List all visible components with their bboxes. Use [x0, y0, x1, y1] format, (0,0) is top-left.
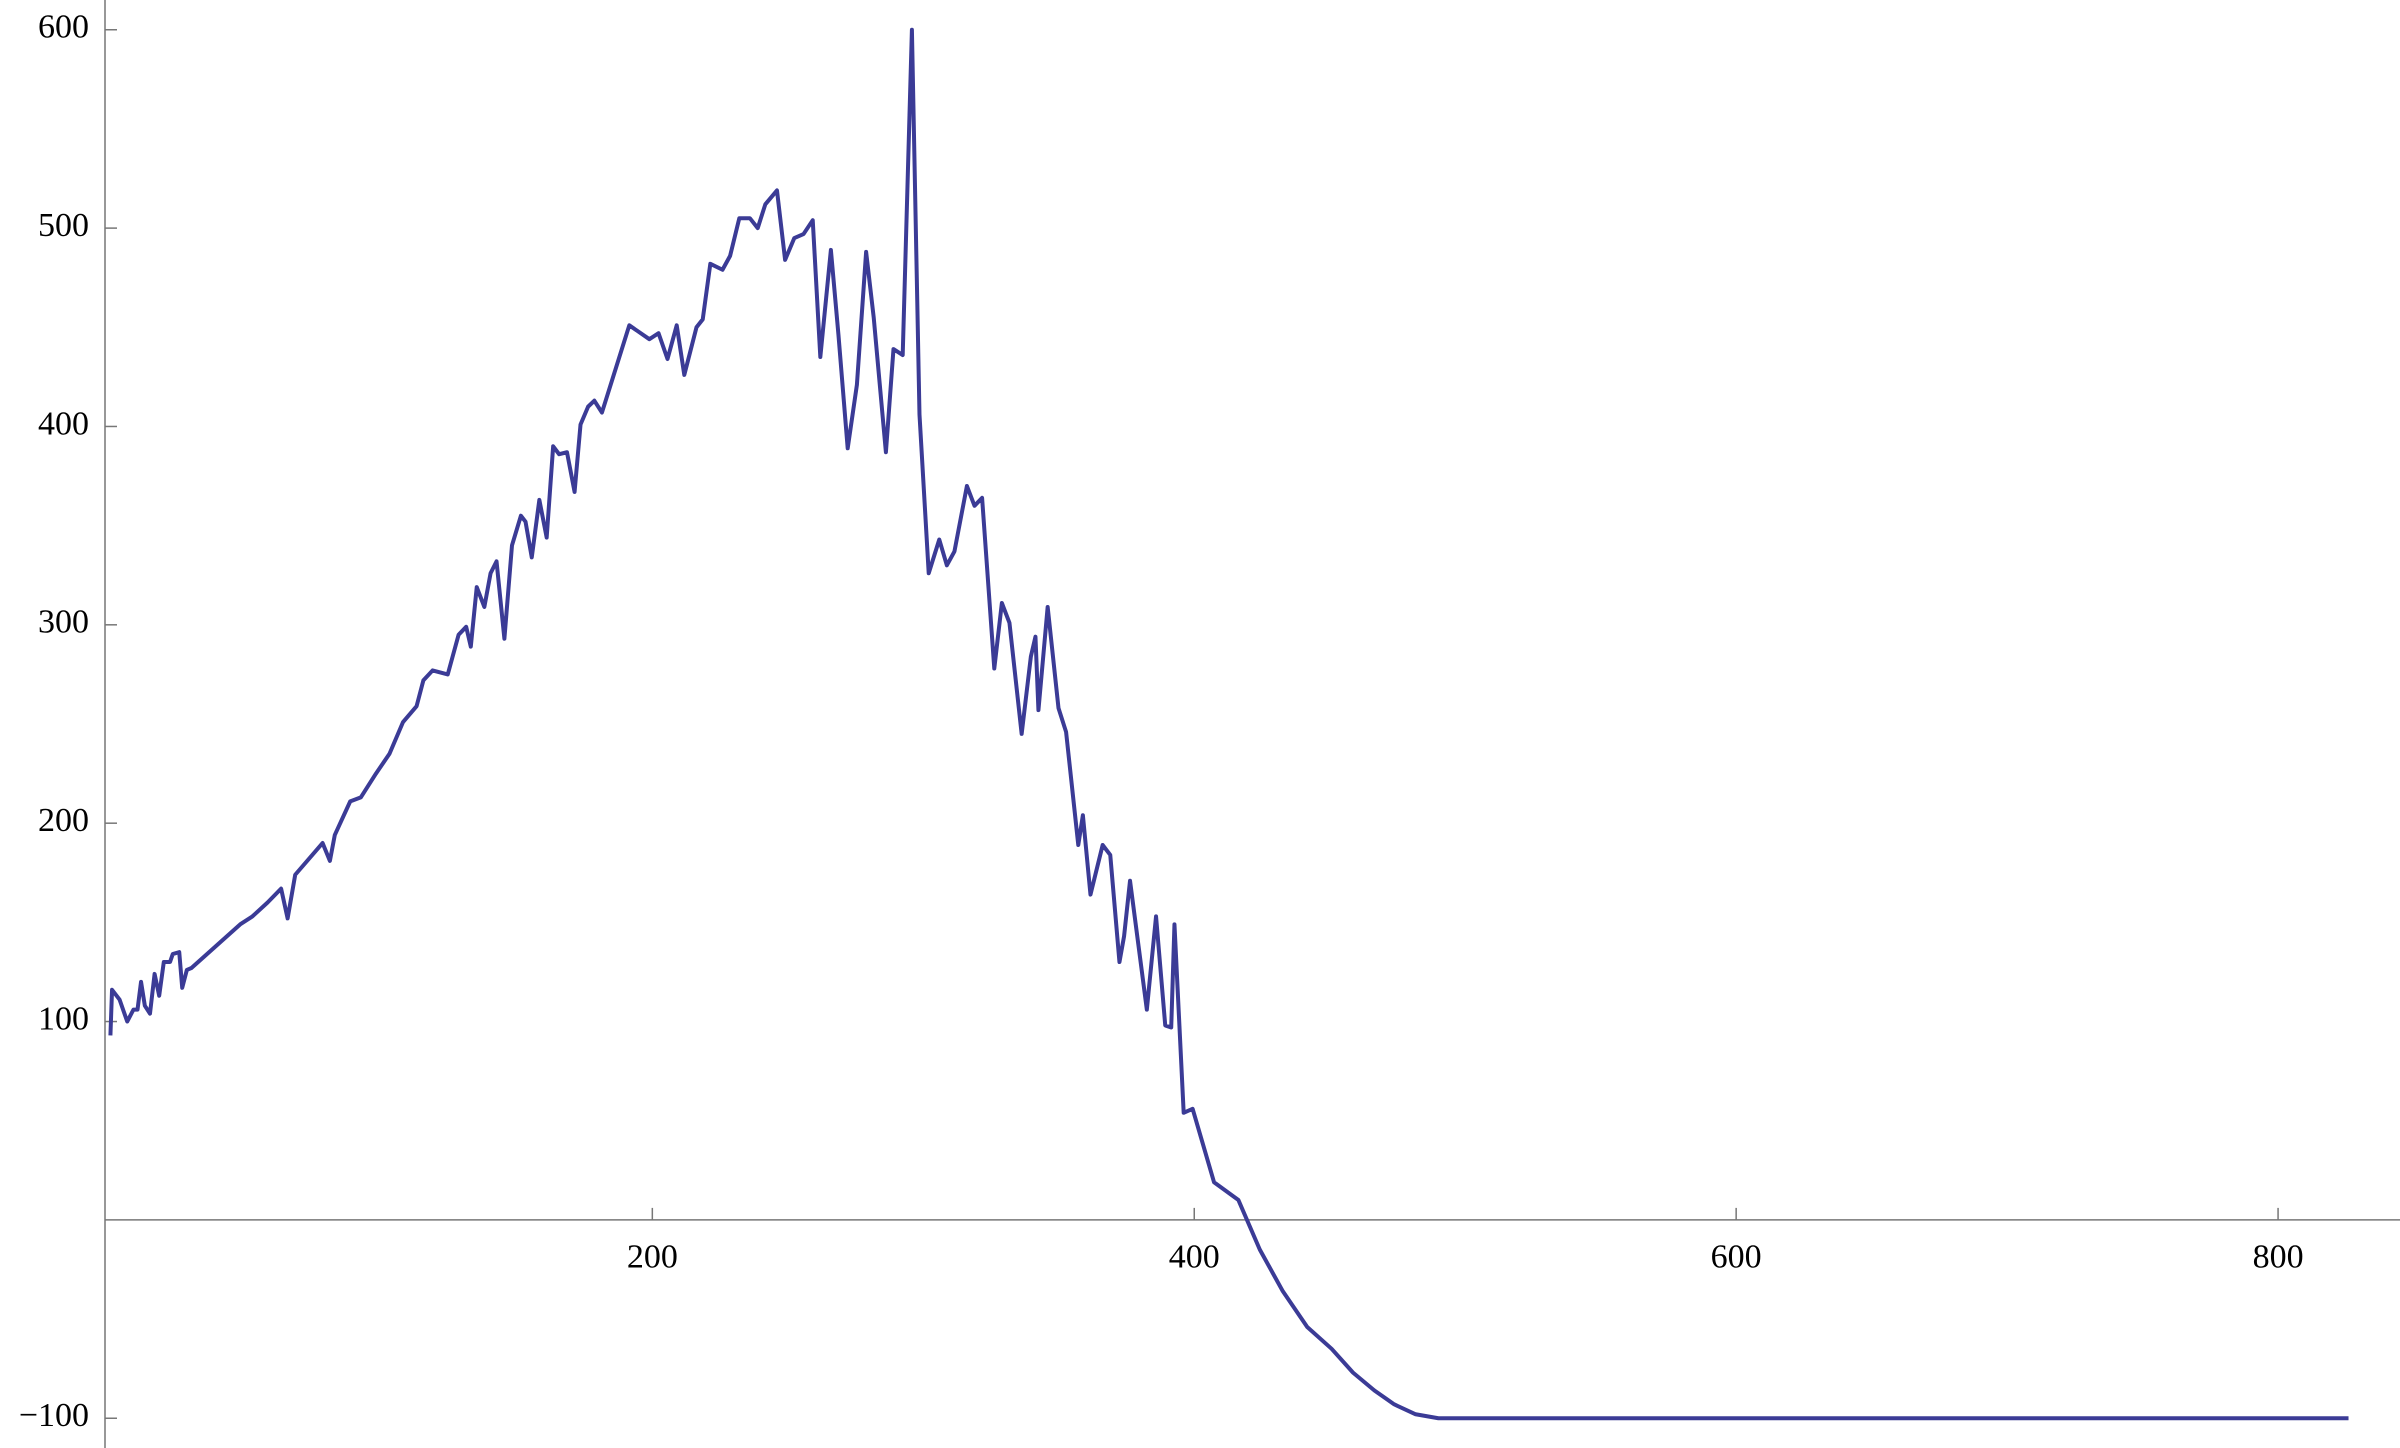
y-tick-label: 200: [38, 802, 89, 839]
y-tick-label: −100: [19, 1397, 89, 1434]
y-tick-label: 600: [38, 9, 89, 46]
x-tick-label: 200: [627, 1239, 678, 1276]
data-line: [108, 27, 2349, 1421]
x-tick-label: 600: [1711, 1239, 1762, 1276]
x-tick-label: 400: [1169, 1239, 1220, 1276]
y-tick-label: 100: [38, 1000, 89, 1037]
y-tick-label: 400: [38, 405, 89, 442]
y-tick-label: 300: [38, 604, 89, 641]
y-tick-label: 500: [38, 207, 89, 244]
x-tick-label: 800: [2253, 1239, 2304, 1276]
